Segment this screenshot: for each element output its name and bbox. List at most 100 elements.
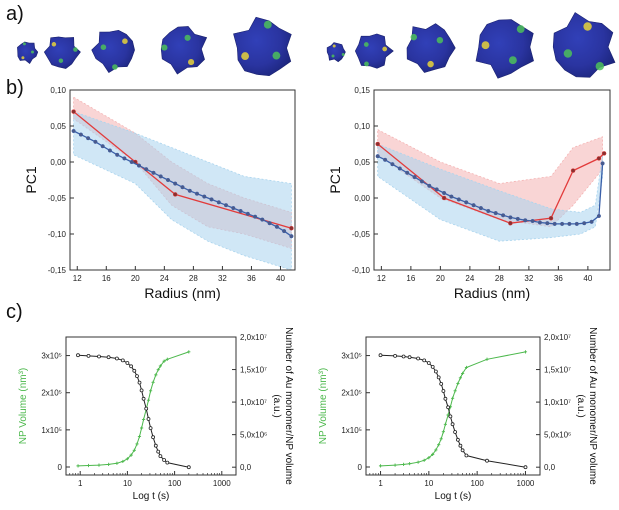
data-point-green: [76, 464, 80, 468]
nanoparticle-icon: [160, 26, 208, 75]
plot-frame: [373, 89, 611, 271]
nanoparticle-body: [233, 16, 292, 77]
surface-spot: [122, 38, 128, 44]
data-point-green: [427, 456, 431, 460]
surface-spot: [508, 56, 517, 65]
data-point-green: [132, 448, 136, 452]
data-point-blue: [223, 203, 229, 208]
x-tick-label: 10: [424, 479, 433, 488]
x-tick-label: 40: [583, 274, 592, 283]
data-point-red: [71, 109, 76, 114]
data-point-blue: [442, 190, 447, 196]
data-point-black: [156, 449, 161, 454]
plot-frame: [365, 336, 541, 476]
data-point-black: [401, 354, 406, 359]
surface-spot: [51, 42, 57, 47]
data-point-green: [154, 373, 158, 377]
data-point-blue: [383, 157, 388, 162]
data-point-green: [378, 464, 383, 468]
data-point-green: [187, 350, 191, 354]
data-point-blue: [202, 194, 207, 199]
y-left-axis-label: NP Volume (nm³): [318, 368, 329, 445]
data-point-blue: [600, 161, 605, 166]
surface-spot: [332, 44, 336, 48]
nanoparticle-body: [160, 26, 208, 75]
data-point-black: [125, 361, 130, 365]
data-point-black: [132, 368, 137, 373]
data-point-blue: [71, 128, 76, 134]
y-left-tick-label: 3x10⁵: [341, 352, 362, 361]
data-point-black: [139, 388, 144, 393]
nanoparticle-icon: [17, 41, 39, 65]
surface-spot: [516, 25, 525, 34]
data-point-blue: [93, 139, 98, 144]
surface-spot: [241, 52, 250, 61]
data-point-black: [450, 422, 455, 427]
data-point-red: [172, 192, 178, 197]
x-tick-label: 12: [377, 274, 386, 283]
data-point-black: [407, 355, 412, 360]
data-point-blue: [282, 229, 287, 234]
data-point-black: [146, 417, 151, 421]
data-point-blue: [456, 197, 461, 202]
surface-spot: [263, 20, 272, 29]
nanoparticle-body: [552, 12, 616, 78]
data-point-black: [86, 353, 91, 358]
data-point-blue: [589, 219, 594, 224]
data-point-green: [86, 463, 91, 468]
y-left-tick-label: 1x10⁵: [341, 426, 362, 435]
data-point-blue: [144, 167, 149, 172]
data-point-blue: [267, 221, 272, 226]
x-tick-label: 1000: [213, 479, 231, 488]
data-point-green: [129, 453, 133, 457]
data-point-blue: [501, 213, 506, 218]
data-point-black: [153, 443, 158, 448]
x-tick-label: 1: [78, 479, 83, 488]
data-point-blue: [173, 181, 178, 186]
y-axis-label: PC1: [23, 166, 39, 193]
data-point-green: [431, 452, 435, 456]
y-right-tick-label: 5,0x10⁶: [240, 431, 267, 440]
data-point-red: [548, 215, 554, 221]
data-point-blue: [537, 220, 542, 225]
surface-spot: [363, 42, 369, 47]
nanoparticle-icon: [406, 23, 456, 73]
data-point-red: [441, 195, 447, 201]
data-point-red: [289, 225, 294, 231]
surface-spot: [410, 33, 418, 41]
x-tick-label: 20: [131, 274, 140, 283]
x-axis-label: Log t (s): [435, 491, 472, 502]
x-tick-label: 100: [168, 479, 182, 488]
data-point-green: [461, 371, 465, 375]
chart-pc1-radius-left: 0,10 0,05 0,00 -0,05 -0,10 -0,15 12 16 20 24 28 32 3…: [23, 86, 296, 301]
data-point-blue: [412, 175, 417, 180]
data-point-blue: [245, 211, 250, 216]
data-point-blue: [508, 215, 513, 220]
data-point-black: [165, 460, 170, 465]
data-point-blue: [486, 208, 491, 214]
data-point-black: [485, 458, 489, 463]
x-tick-label: 24: [160, 274, 169, 283]
data-point-black: [162, 458, 167, 462]
data-point-black: [441, 389, 446, 393]
data-point-green: [422, 458, 426, 462]
y-tick-label: 0,10: [50, 86, 66, 95]
data-point-blue: [165, 177, 171, 183]
data-point-blue: [523, 218, 528, 223]
data-point-black: [120, 358, 125, 363]
data-point-green: [121, 459, 125, 464]
y-right-tick-label: 2,0x10⁷: [240, 333, 267, 342]
data-point-black: [464, 453, 469, 458]
data-point-green: [125, 457, 130, 461]
data-point-green: [523, 350, 528, 354]
surface-spot: [563, 49, 573, 58]
surface-spot: [341, 53, 345, 56]
data-point-black: [430, 364, 435, 369]
data-point-blue: [596, 213, 601, 219]
data-point-blue: [78, 132, 83, 137]
y-right-tick-label: 0,0: [544, 463, 556, 472]
data-point-blue: [253, 214, 258, 219]
data-point-black: [148, 426, 153, 431]
data-point-blue: [274, 224, 279, 229]
